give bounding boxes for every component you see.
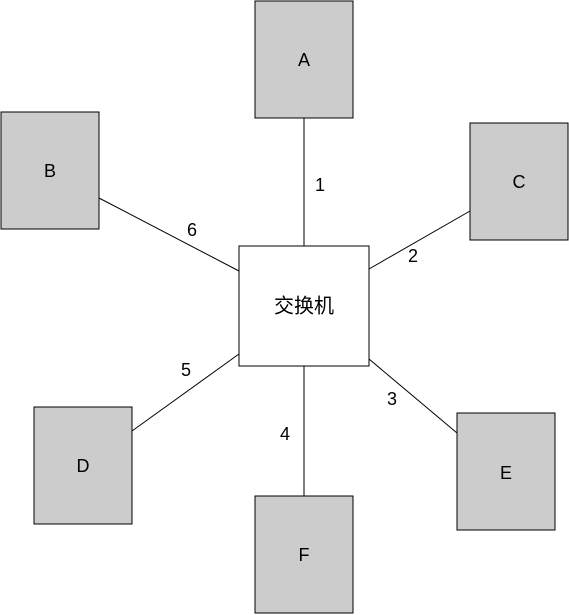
node-E: E: [456, 412, 556, 531]
node-A-box: [254, 0, 354, 119]
node-B-box: [0, 111, 100, 230]
switch-label: 交换机: [274, 294, 334, 318]
node-E-box: [456, 412, 556, 531]
port-label-6: 6: [187, 220, 197, 240]
node-F: F: [254, 495, 354, 614]
node-F-box: [254, 495, 354, 614]
node-E-label: E: [500, 463, 512, 483]
link-switch-D: [131, 353, 240, 432]
switch-box: [238, 245, 370, 367]
port-label-5: 5: [181, 360, 191, 380]
port-label-2: 2: [408, 246, 418, 266]
node-A: A: [254, 0, 354, 119]
node-A-label: A: [298, 50, 310, 70]
link-switch-B: [98, 197, 240, 272]
node-C: C: [469, 122, 569, 241]
node-D-label: D: [77, 456, 90, 476]
port-label-1: 1: [315, 175, 325, 195]
port-label-3: 3: [387, 389, 397, 409]
link-switch-E: [368, 358, 458, 434]
node-C-label: C: [513, 172, 526, 192]
port-label-4: 4: [280, 424, 290, 444]
switch-node: 交换机: [238, 245, 370, 367]
node-D: D: [33, 406, 133, 525]
node-B: B: [0, 111, 100, 230]
link-switch-C: [368, 210, 471, 270]
node-F-label: F: [299, 545, 310, 565]
node-C-box: [469, 122, 569, 241]
node-D-box: [33, 406, 133, 525]
node-B-label: B: [44, 161, 56, 181]
